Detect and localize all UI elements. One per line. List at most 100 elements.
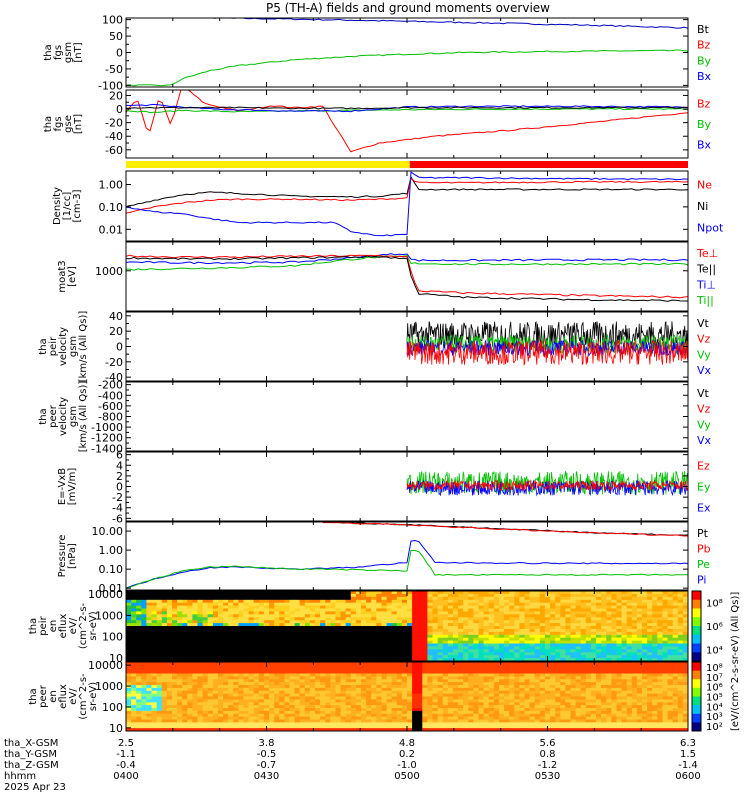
y-tick-label: 1000 bbox=[95, 680, 123, 693]
legend-Pe: Pe bbox=[697, 558, 710, 571]
y-axis-label: sr-eV) bbox=[88, 611, 99, 640]
legend-Vz: Vz bbox=[697, 403, 711, 416]
x-tick-value: -1.1 bbox=[116, 749, 136, 760]
y-axis-label: eV/ bbox=[68, 688, 79, 705]
panel-temperature: 1000 moat3 [eV] Te⊥ Te|| Ti⊥ Ti|| bbox=[57, 241, 718, 312]
colorbar-peir: 10⁸ 10⁶ 10⁴ bbox=[691, 590, 723, 662]
y-tick-label: 0.10 bbox=[99, 563, 124, 576]
y-axis-label: [km/s (All Qs)] bbox=[78, 381, 89, 453]
legend-Vz: Vz bbox=[697, 333, 711, 346]
y-tick-label: 0 bbox=[116, 341, 123, 354]
y-tick-label: 0.01 bbox=[99, 223, 124, 236]
mode-bar-segment bbox=[409, 161, 688, 168]
y-axis-label: Pressure bbox=[57, 535, 68, 578]
figure-title: P5 (TH-A) fields and ground moments over… bbox=[266, 1, 550, 15]
y-tick-label: -800 bbox=[98, 411, 123, 424]
panel-pressure: 10.00 1.00 0.10 0.01 Pressure [nPa] Pt Pb Pe Pi bbox=[57, 521, 711, 595]
y-axis-label: fgs bbox=[53, 45, 64, 60]
x-tick-value: 0530 bbox=[535, 771, 560, 782]
x-tick-value: 6.3 bbox=[680, 738, 696, 749]
y-axis-label: eflux bbox=[58, 614, 69, 639]
legend-Te⊥: Te⊥ bbox=[696, 247, 718, 260]
y-axis-label: sr-eV) bbox=[88, 682, 99, 711]
y-axis-label: gsm bbox=[68, 336, 79, 357]
legend-Ex: Ex bbox=[697, 502, 711, 515]
legend-Pb: Pb bbox=[697, 542, 711, 555]
y-tick-label: 1.00 bbox=[99, 544, 124, 557]
y-axis-label: [1/cc] bbox=[62, 192, 73, 221]
y-axis-label: [mV/m] bbox=[67, 468, 78, 506]
colorbar-tick-label: 10³ bbox=[706, 712, 723, 723]
colorbar-label: [eV/(cm^2-s-sr-eV) (All Qs)] bbox=[730, 592, 741, 731]
legend-Bx: Bx bbox=[697, 139, 712, 152]
y-tick-label: -50 bbox=[105, 63, 123, 76]
y-axis-label: [nT] bbox=[73, 114, 84, 134]
y-tick-label: 20 bbox=[109, 89, 123, 102]
x-tick-value: -1.4 bbox=[678, 760, 698, 771]
legend-Ti||: Ti|| bbox=[696, 294, 714, 307]
y-tick-label: -6 bbox=[112, 512, 123, 525]
y-tick-label: 6 bbox=[116, 449, 123, 462]
y-axis-label: peir bbox=[48, 336, 59, 356]
y-axis-label: peer bbox=[38, 684, 49, 708]
panel-mode bbox=[126, 161, 688, 168]
y-axis-label: tha bbox=[43, 116, 54, 132]
y-axis-label: [cm-3] bbox=[72, 189, 83, 222]
y-tick-label: 40 bbox=[109, 310, 123, 323]
x-tick-value: 0600 bbox=[675, 771, 700, 782]
x-tick-value: 0430 bbox=[254, 771, 279, 782]
y-tick-label: -40 bbox=[105, 130, 123, 143]
series-Vz bbox=[406, 339, 688, 367]
y-tick-label: -60 bbox=[105, 144, 123, 157]
colorbar-tick-label: 10⁵ bbox=[706, 693, 723, 704]
colorbar-tick-label: 10⁷ bbox=[706, 673, 723, 684]
legend-Npot: Npot bbox=[697, 221, 724, 234]
x-tick-value: 0500 bbox=[394, 771, 419, 782]
series-By bbox=[126, 49, 688, 87]
y-tick-label: -40 bbox=[105, 371, 123, 384]
colorbar-tick-label: 10⁶ bbox=[706, 683, 723, 694]
y-tick-label: -1200 bbox=[91, 432, 123, 445]
y-axis-label: eflux bbox=[58, 684, 69, 709]
y-tick-label: 0.01 bbox=[99, 582, 124, 595]
series-Pb bbox=[322, 522, 688, 537]
y-tick-label: -1400 bbox=[91, 442, 123, 455]
panel-fgs_gse: 200-20-40-60 tha fgs gse [nT] Bz By Bx bbox=[43, 89, 712, 159]
mode-bar-segment bbox=[126, 161, 410, 168]
series-Te|| bbox=[126, 255, 688, 302]
series-Pe bbox=[126, 549, 688, 590]
y-tick-label: 0.10 bbox=[99, 201, 124, 214]
y-axis-label: [nT] bbox=[73, 42, 84, 62]
y-tick-label: 2 bbox=[116, 470, 123, 483]
y-tick-label: 4 bbox=[116, 459, 123, 472]
x-row-label: hhmm bbox=[4, 771, 36, 782]
y-axis-label: Density bbox=[52, 187, 63, 225]
y-tick-label: -200 bbox=[98, 379, 123, 392]
y-tick-label: 0 bbox=[116, 103, 123, 116]
legend-Vx: Vx bbox=[697, 434, 712, 447]
y-tick-label: -4 bbox=[112, 502, 123, 515]
series-Bz bbox=[126, 90, 688, 153]
series-Ti|| bbox=[126, 255, 688, 271]
spectrogram bbox=[126, 662, 688, 731]
y-tick-label: 20 bbox=[109, 325, 123, 338]
series-Bx bbox=[126, 103, 688, 113]
x-row-label: tha_X-GSM bbox=[4, 738, 58, 749]
y-tick-label: 50 bbox=[109, 30, 123, 43]
panel-peer_eflux: 10000 1000 100 10 tha peer en eflux eV/(cm^2-s-s… bbox=[28, 659, 689, 735]
legend-Vx: Vx bbox=[697, 364, 712, 377]
colorbar-tick-label: 10² bbox=[706, 722, 723, 733]
panel-peir_velocity: 40 20 0 -20 -40 tha peir velocity gsm [km/s (All … bbox=[38, 310, 712, 384]
x-row-label: tha_Z-GSM bbox=[4, 760, 59, 771]
legend-Bz: Bz bbox=[697, 39, 711, 52]
legend-Te||: Te|| bbox=[696, 263, 716, 276]
y-tick-label: 0 bbox=[116, 47, 123, 60]
x-tick-value: 3.8 bbox=[259, 738, 275, 749]
legend-Ez: Ez bbox=[697, 460, 710, 473]
x-tick-value: 0.8 bbox=[540, 749, 556, 760]
y-tick-label: -1000 bbox=[91, 421, 123, 434]
y-tick-label: 100 bbox=[102, 631, 123, 644]
